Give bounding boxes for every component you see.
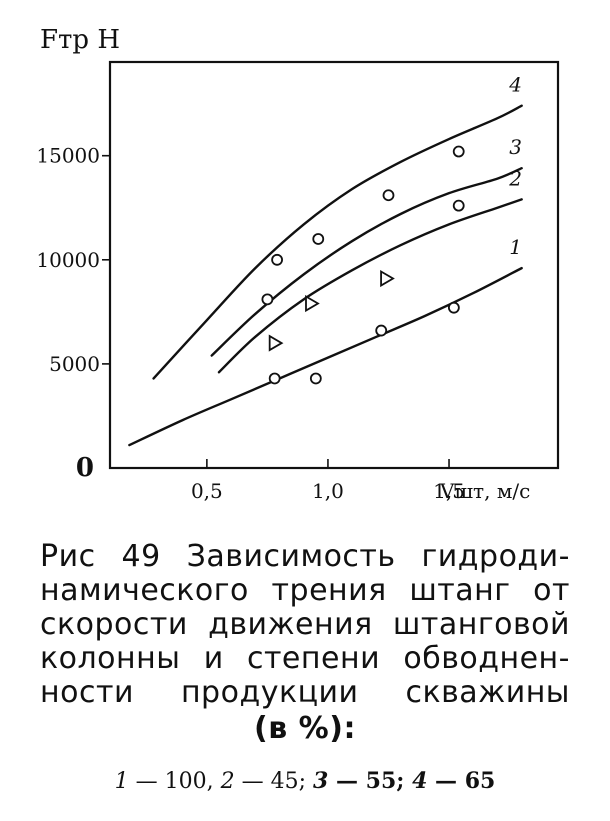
caption-line-4: колонны и степени обводнен- <box>40 641 570 676</box>
series-4-label: 4 <box>508 73 522 97</box>
series-3-line <box>210 166 523 357</box>
data-point-triangle <box>305 294 320 313</box>
series-2-line <box>217 198 523 374</box>
data-point-circle <box>309 372 322 385</box>
label-group: 5000 10000 15000 0,5 1,0 1,5 0 Fтр Н Vшт, м/с 1 2 3… <box>36 25 530 503</box>
caption-line-5: ности продукции скважины <box>40 675 570 710</box>
x-tick-label: 1,0 <box>312 479 344 503</box>
legend-key-2: 2 <box>220 769 235 794</box>
data-point-circle <box>452 199 465 212</box>
caption-line-3: скорости движения штанговой <box>40 607 570 642</box>
marker-group <box>261 145 465 385</box>
origin-label: 0 <box>76 453 94 483</box>
data-point-circle <box>268 372 281 385</box>
series-1-label: 1 <box>509 235 522 259</box>
chart-area: 5000 10000 15000 0,5 1,0 1,5 0 Fтр Н Vшт, м/с 1 2 3… <box>36 25 560 503</box>
y-axis-label: Fтр Н <box>40 25 120 55</box>
legend-key-4: 4 <box>412 768 428 794</box>
tick-group <box>102 154 450 468</box>
y-tick-label: 5000 <box>49 352 100 376</box>
plot-frame <box>108 60 560 470</box>
data-point-circle <box>375 324 388 337</box>
legend-text-3: — 55; <box>328 768 413 794</box>
y-tick-label: 15000 <box>36 144 100 168</box>
x-axis-label: Vшт, м/с <box>439 479 530 503</box>
data-point-circle <box>261 293 274 306</box>
plot-border <box>108 60 560 470</box>
curve-group <box>128 104 523 447</box>
series-4-line <box>152 104 523 380</box>
data-point-circle <box>271 253 283 266</box>
caption-line-1: Рис 49 Зависимость гидроди- <box>40 539 570 574</box>
data-point-circle <box>447 301 460 314</box>
caption-line-2: намического трения штанг от <box>40 573 570 608</box>
data-point-triangle <box>380 269 395 288</box>
figure-caption: Рис 49 Зависимость гидроди- намического … <box>40 540 570 746</box>
legend-key-3: 3 <box>313 768 329 794</box>
data-point-circle <box>382 189 395 202</box>
data-point-triangle <box>268 334 284 352</box>
legend-text-2: — 45; <box>234 769 314 794</box>
caption-line-6: (в %): <box>254 711 356 746</box>
y-tick-label: 10000 <box>36 248 100 272</box>
x-tick-label: 1,5 <box>433 479 465 503</box>
caption-legend: 1 — 100, 2 — 45; 3 — 55; 4 — 65 <box>40 768 570 794</box>
x-tick-label: 0,5 <box>191 479 223 503</box>
legend-text-1: — 100, <box>128 769 221 794</box>
legend-text-4: — 65 <box>427 768 496 794</box>
series-3-label: 3 <box>509 135 522 159</box>
series-1-line <box>128 266 523 447</box>
legend-key-1: 1 <box>114 769 129 794</box>
series-2-label: 2 <box>508 166 522 190</box>
data-point-circle <box>312 233 325 245</box>
data-point-circle <box>452 145 465 158</box>
